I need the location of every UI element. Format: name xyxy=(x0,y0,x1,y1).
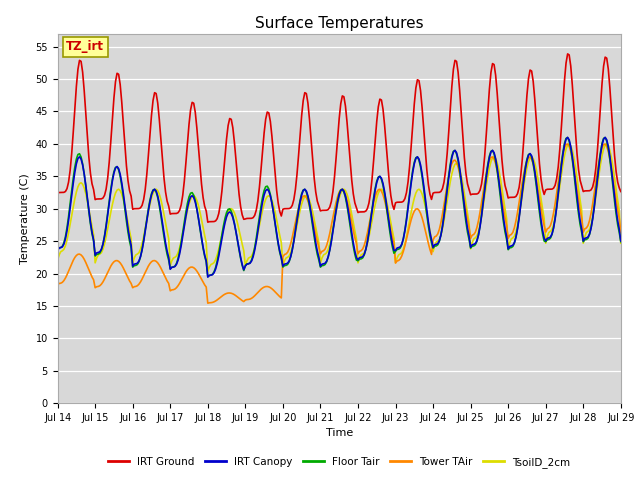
Title: Surface Temperatures: Surface Temperatures xyxy=(255,16,424,31)
X-axis label: Time: Time xyxy=(326,429,353,438)
Legend: IRT Ground, IRT Canopy, Floor Tair, Tower TAir, TsoilD_2cm: IRT Ground, IRT Canopy, Floor Tair, Towe… xyxy=(104,453,575,472)
Y-axis label: Temperature (C): Temperature (C) xyxy=(20,173,30,264)
Text: TZ_irt: TZ_irt xyxy=(66,40,104,53)
